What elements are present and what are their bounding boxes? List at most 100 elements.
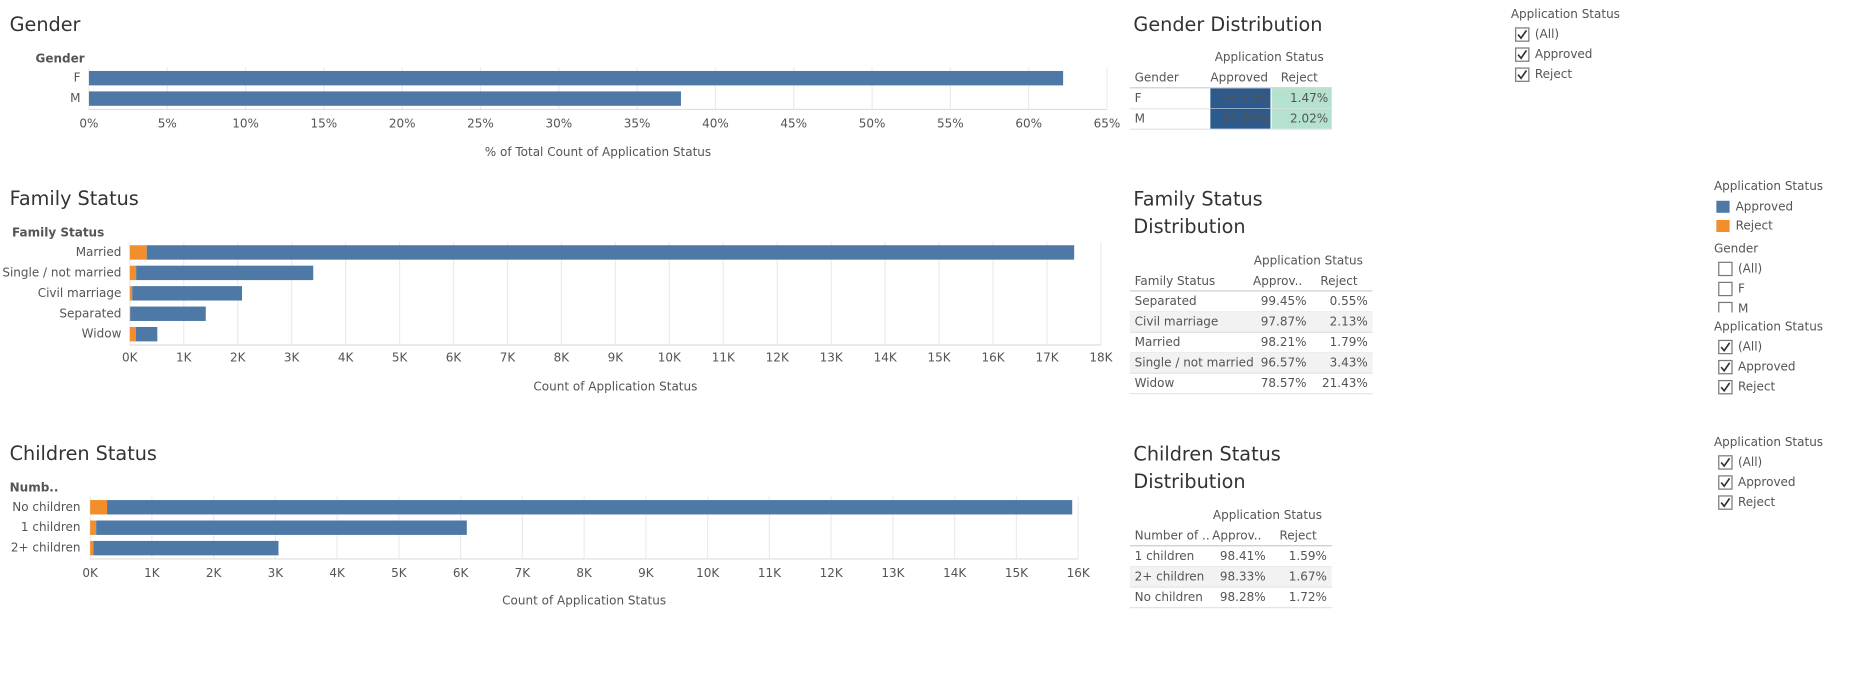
- filter-option-label: (All): [1535, 27, 1559, 41]
- table-cell: 1.79%: [1330, 335, 1368, 349]
- filter-option[interactable]: (All): [1515, 27, 1559, 42]
- column-header: Reject: [1281, 71, 1318, 85]
- table-title: Family Status Distribution: [1133, 187, 1263, 239]
- filter-option[interactable]: F: [1718, 281, 1745, 297]
- bar: [88, 91, 681, 106]
- x-axis-title: Count of Application Status: [502, 594, 666, 608]
- table-cell: 2.02%: [1290, 112, 1328, 126]
- y-axis-title: Numb..: [10, 481, 59, 495]
- x-tick-label: 10K: [696, 566, 720, 580]
- y-tick-label: No children: [12, 500, 80, 514]
- x-tick-label: 4K: [338, 351, 355, 365]
- table-cell: 98.33%: [1220, 569, 1266, 583]
- y-tick-label: F: [74, 71, 81, 85]
- y-tick-label: Single / not married: [2, 265, 121, 279]
- column-header: Approv..: [1253, 274, 1302, 288]
- column-header: Reject: [1279, 529, 1316, 543]
- row-header: F: [1135, 91, 1142, 105]
- x-tick-label: 8K: [554, 351, 571, 365]
- x-tick-label: 3K: [268, 566, 285, 580]
- checkbox: [1718, 495, 1733, 510]
- check-mark: [1517, 49, 1528, 60]
- x-tick-label: 8K: [576, 566, 593, 580]
- filter-option-label: F: [1738, 281, 1745, 295]
- column-header: Approved: [1210, 71, 1268, 85]
- filter-option[interactable]: Approved: [1718, 475, 1796, 490]
- checkbox: [1718, 475, 1733, 490]
- y-tick-label: 2+ children: [11, 541, 81, 555]
- checkbox: [1718, 301, 1733, 313]
- legend-label: Reject: [1736, 219, 1773, 233]
- filter-title: Application Status: [1511, 7, 1620, 21]
- table-title-box: Family Status Distribution: [1133, 187, 1263, 239]
- column-header: Approv..: [1212, 529, 1261, 543]
- bar-segment: [96, 520, 467, 535]
- column-header: Number of ..: [1135, 529, 1210, 543]
- filter-option[interactable]: (All): [1718, 261, 1762, 277]
- x-tick-label: 17K: [1035, 351, 1059, 365]
- x-tick-label: 7K: [515, 566, 532, 580]
- table-cell: 97.98%: [1222, 112, 1268, 126]
- filter-option[interactable]: (All): [1718, 455, 1762, 470]
- x-tick-label: 5%: [158, 116, 177, 130]
- row-header: Single / not married: [1135, 356, 1254, 370]
- x-tick-label: 35%: [624, 116, 651, 130]
- x-tick-label: 10K: [658, 351, 682, 365]
- bar-segment: [107, 500, 1073, 515]
- x-axis-title: % of Total Count of Application Status: [485, 145, 711, 159]
- table-title: Gender Distribution: [1133, 13, 1322, 36]
- row-header: 2+ children: [1135, 569, 1205, 583]
- x-tick-label: 50%: [859, 116, 886, 130]
- y-tick-label: M: [70, 91, 80, 105]
- x-tick-label: 14K: [874, 351, 898, 365]
- x-tick-label: 16K: [1067, 566, 1091, 580]
- table-title-box: Children Status Distribution: [1133, 442, 1280, 492]
- bar-segment: [129, 286, 133, 301]
- filter-option[interactable]: Reject: [1718, 379, 1776, 395]
- checkbox: [1515, 27, 1530, 42]
- bar-segment: [129, 265, 137, 281]
- table-cell: 96.57%: [1261, 356, 1307, 370]
- legend-swatch: [1716, 220, 1730, 233]
- filter-option-label: (All): [1738, 455, 1762, 469]
- x-tick-label: 7K: [500, 351, 517, 365]
- x-tick-label: 30%: [545, 116, 572, 130]
- check-mark: [1720, 342, 1731, 353]
- row-header: No children: [1135, 590, 1203, 604]
- row-header: Separated: [1135, 294, 1197, 308]
- x-tick-label: 40%: [702, 116, 729, 130]
- table-cell: 1.47%: [1290, 91, 1328, 105]
- table-cell: 1.72%: [1289, 590, 1327, 604]
- filter-option[interactable]: Approved: [1515, 47, 1593, 62]
- x-tick-label: 14K: [943, 566, 967, 580]
- legend-title: Application Status: [1714, 179, 1823, 193]
- x-tick-label: 2K: [230, 351, 247, 365]
- x-tick-label: 2K: [206, 566, 223, 580]
- filter-option-label: M: [1738, 302, 1748, 316]
- checkbox: [1515, 67, 1530, 82]
- bar-segment: [90, 520, 97, 535]
- filter-option[interactable]: M: [1718, 301, 1749, 316]
- checkbox: [1718, 455, 1733, 470]
- table-cell: 1.67%: [1289, 569, 1327, 583]
- filter-option[interactable]: Reject: [1718, 495, 1776, 510]
- column-header: Family Status: [1135, 274, 1216, 288]
- x-tick-label: 6K: [446, 351, 463, 365]
- legend-swatch: [1716, 200, 1730, 213]
- filter-title: Application Status: [1714, 319, 1823, 333]
- x-tick-label: 5K: [392, 351, 409, 365]
- filter-option[interactable]: Reject: [1515, 67, 1573, 82]
- filter-option[interactable]: Approved: [1718, 360, 1796, 375]
- checkbox: [1718, 379, 1733, 395]
- filter-option[interactable]: (All): [1718, 340, 1762, 355]
- row-header: Married: [1135, 335, 1181, 349]
- x-tick-label: 12K: [820, 566, 844, 580]
- x-tick-label: 0%: [79, 116, 98, 130]
- filter-option-label: Approved: [1738, 475, 1796, 489]
- checkbox: [1718, 261, 1733, 277]
- filter-panel: Application Status (All) Approved Reject: [1714, 319, 1823, 395]
- x-tick-label: 13K: [881, 566, 905, 580]
- cell-fill: [1271, 108, 1332, 130]
- x-tick-label: 1K: [144, 566, 161, 580]
